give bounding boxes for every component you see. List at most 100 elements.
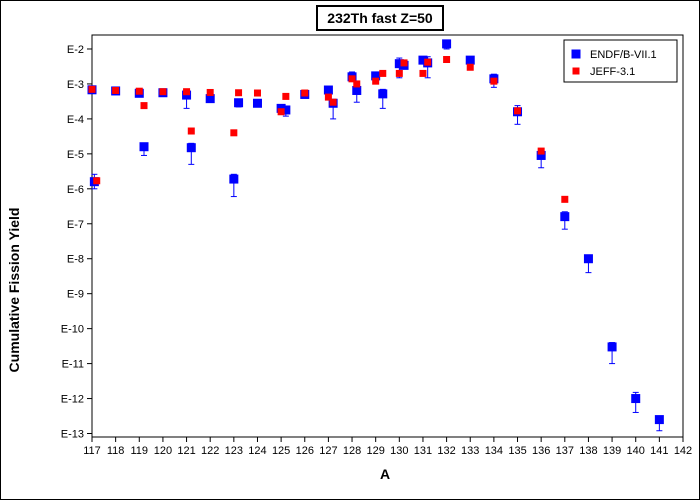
data-point-endf xyxy=(186,143,196,153)
x-tick-label: 130 xyxy=(390,445,408,457)
chart-title: 232Th fast Z=50 xyxy=(316,5,444,31)
data-point-jeff xyxy=(353,80,361,88)
data-point-jeff xyxy=(135,87,143,95)
x-axis-label: A xyxy=(379,466,391,482)
data-point-endf xyxy=(607,342,617,352)
data-point-jeff xyxy=(537,147,545,155)
y-tick-label: E-12 xyxy=(61,394,84,406)
x-tick-label: 120 xyxy=(154,445,172,457)
x-tick-label: 137 xyxy=(556,445,574,457)
data-point-endf xyxy=(394,59,404,69)
data-point-jeff xyxy=(206,88,214,96)
x-tick-label: 127 xyxy=(319,445,337,457)
plot-area xyxy=(91,34,684,438)
x-tick-label: 124 xyxy=(248,445,266,457)
legend-label: JEFF-3.1 xyxy=(590,66,635,78)
data-point-endf xyxy=(536,150,546,160)
x-tick-label: 123 xyxy=(225,445,243,457)
x-tick-label: 125 xyxy=(272,445,290,457)
data-point-endf xyxy=(631,394,641,404)
data-point-endf xyxy=(442,39,452,49)
data-point-jeff xyxy=(253,89,261,97)
y-tick-label: E-3 xyxy=(67,79,84,91)
data-point-endf xyxy=(418,55,428,65)
x-tick-label: 121 xyxy=(177,445,195,457)
x-tick-label: 117 xyxy=(83,445,101,457)
data-point-jeff xyxy=(112,86,120,94)
x-tick-label: 122 xyxy=(201,445,219,457)
data-point-jeff xyxy=(159,88,167,96)
data-point-jeff xyxy=(348,75,356,83)
data-point-endf xyxy=(229,174,239,184)
y-tick-label: E-11 xyxy=(62,359,84,371)
data-point-jeff xyxy=(324,93,332,101)
y-tick-label: E-5 xyxy=(67,149,84,161)
y-tick-label: E-6 xyxy=(67,184,84,196)
data-point-jeff xyxy=(379,69,387,77)
x-tick-label: 136 xyxy=(532,445,550,457)
x-tick-label: 132 xyxy=(437,445,455,457)
x-tick-label: 133 xyxy=(461,445,479,457)
data-point-jeff xyxy=(424,58,432,66)
x-tick-label: 134 xyxy=(485,445,503,457)
y-tick-label: E-9 xyxy=(67,289,84,301)
legend-marker xyxy=(572,67,580,75)
data-point-jeff xyxy=(329,98,337,106)
data-point-jeff xyxy=(443,56,451,64)
data-point-jeff xyxy=(187,127,195,135)
data-point-jeff xyxy=(372,77,380,85)
data-point-endf xyxy=(583,254,593,264)
x-tick-label: 119 xyxy=(131,445,149,457)
x-tick-label: 138 xyxy=(579,445,597,457)
x-tick-label: 129 xyxy=(367,445,385,457)
data-point-jeff xyxy=(93,177,101,185)
y-tick-label: E-7 xyxy=(67,219,84,231)
data-point-jeff xyxy=(561,195,569,203)
data-point-jeff xyxy=(282,92,290,100)
data-point-endf xyxy=(205,94,215,104)
data-point-jeff xyxy=(395,69,403,77)
data-point-endf xyxy=(252,98,262,108)
x-tick-label: 131 xyxy=(414,445,432,457)
data-point-endf xyxy=(281,105,291,115)
data-point-jeff xyxy=(88,85,96,93)
data-point-jeff xyxy=(183,88,191,96)
data-point-jeff xyxy=(419,69,427,77)
data-point-endf xyxy=(378,89,388,99)
data-point-endf xyxy=(465,55,475,65)
data-point-endf xyxy=(234,98,244,108)
x-tick-label: 141 xyxy=(650,445,668,457)
x-tick-label: 118 xyxy=(107,445,125,457)
legend xyxy=(563,39,678,83)
data-point-endf xyxy=(560,212,570,222)
data-point-jeff xyxy=(466,63,474,71)
y-tick-label: E-13 xyxy=(61,429,84,441)
data-point-endf xyxy=(654,415,664,425)
y-tick-label: E-4 xyxy=(67,114,84,126)
y-tick-label: E-2 xyxy=(67,44,84,56)
legend-marker xyxy=(571,49,581,59)
x-tick-label: 128 xyxy=(343,445,361,457)
chart-title-text: 232Th fast Z=50 xyxy=(327,10,433,26)
data-point-jeff xyxy=(235,89,243,97)
x-tick-label: 140 xyxy=(627,445,645,457)
data-point-jeff xyxy=(140,102,148,110)
y-tick-label: E-10 xyxy=(61,324,84,336)
data-point-jeff xyxy=(230,129,238,137)
legend-label: ENDF/B-VII.1 xyxy=(590,49,657,61)
x-tick-label: 126 xyxy=(296,445,314,457)
data-point-endf xyxy=(352,85,362,95)
data-point-jeff xyxy=(400,59,408,67)
data-point-jeff xyxy=(277,108,285,116)
y-tick-label: E-8 xyxy=(67,254,84,266)
data-point-endf xyxy=(371,71,381,81)
data-point-endf xyxy=(139,142,149,152)
data-point-jeff xyxy=(490,77,498,85)
x-tick-label: 135 xyxy=(508,445,526,457)
data-point-jeff xyxy=(514,107,522,115)
data-point-jeff xyxy=(301,89,309,97)
data-point-endf xyxy=(323,85,333,95)
x-tick-label: 139 xyxy=(603,445,621,457)
